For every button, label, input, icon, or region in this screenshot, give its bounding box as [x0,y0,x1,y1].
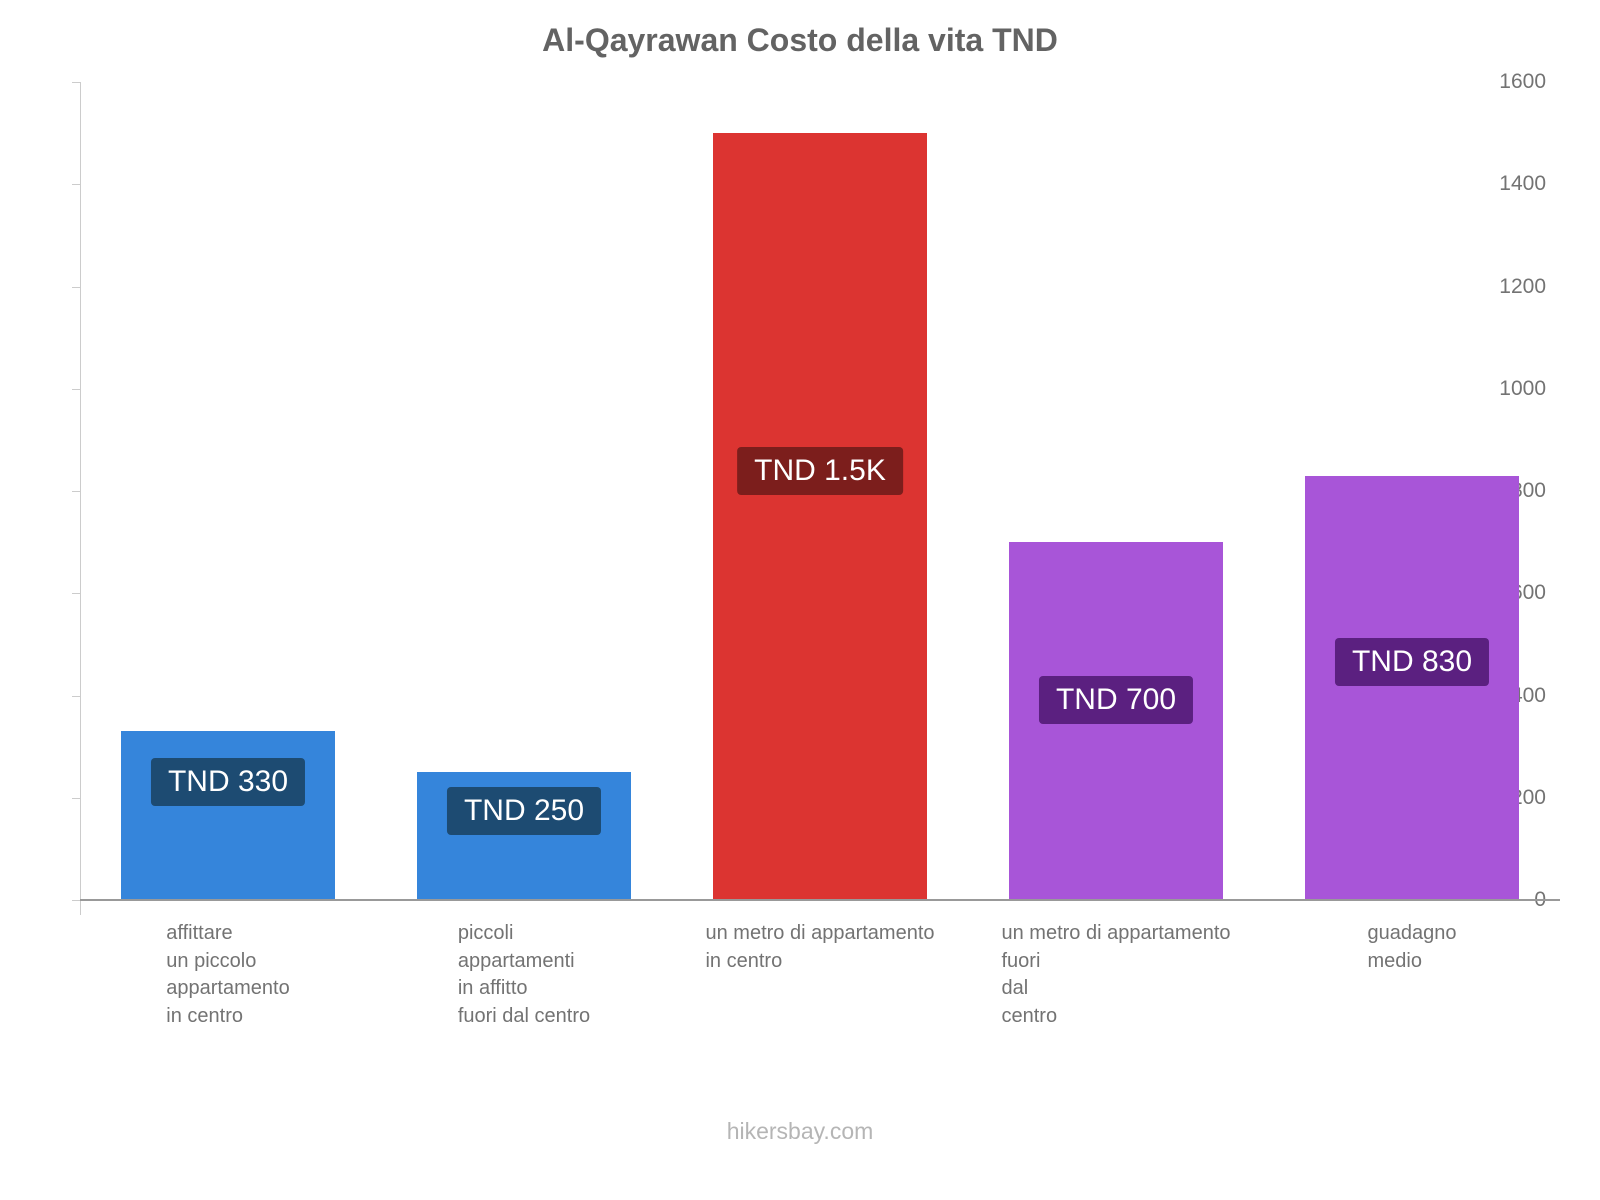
bar-slot: TND 330 [80,82,376,900]
y-tick-mark [72,900,80,901]
y-tick-label: 800 [1510,479,1546,502]
category-slot: guadagno medio [1264,920,1560,1030]
bar-value-label: TND 250 [446,786,602,835]
y-tick-label: 1000 [1499,376,1546,400]
bar-3[interactable]: TND 1.5K [713,133,927,900]
bar-value-label: TND 1.5K [737,446,903,495]
y-tick-mark [72,286,80,288]
bar-slot: TND 1.5K [672,82,968,900]
category-label: piccoli appartamenti in affitto fuori dal c… [457,922,591,1027]
bars-container: TND 330 TND 250 TND 1.5K TND 700 TND 830 [80,82,1560,900]
y-tick-mark [72,184,80,186]
bar-slot: TND 250 [376,82,672,900]
plot-area: 02004006008001000120014001600 TND 330TND… [72,70,1560,915]
bar-value-label: TND 700 [1038,675,1194,724]
y-tick-label: 1400 [1499,172,1546,196]
watermark: hikersbay.com [726,1118,874,1144]
y-tick-mark [72,695,80,697]
y-tick-mark [72,491,80,492]
category-slot: affittare un piccolo appartamento in centro [80,920,376,1030]
bar-value-label: TND 330 [150,757,306,806]
bar-2[interactable]: TND 250 [417,772,631,900]
y-tick-label: 1200 [1499,274,1546,298]
category-slot: un metro di appartamento in centro [672,920,968,1030]
category-label: un metro di appartamento in centro [705,922,935,972]
y-tick-mark [72,797,80,799]
category-slot: piccoli appartamenti in affitto fuori dal c… [376,920,672,1030]
bar-slot: TND 830 [1264,82,1560,900]
y-tick-label: 1600 [1499,70,1546,93]
y-tick-label: 400 [1510,683,1546,707]
category-slot: un metro di appartamento fuori dal centro [968,920,1264,1030]
bar-5[interactable]: TND 830 [1305,475,1519,900]
x-axis-category-labels: affittare un piccolo appartamento in centro… [80,920,1560,1030]
y-tick-label: 200 [1510,785,1546,809]
y-tick-mark [72,388,80,390]
category-label: guadagno medio [1367,922,1457,972]
x-axis-line [80,899,1560,901]
y-tick-mark [72,593,80,595]
y-tick-label: 600 [1510,581,1546,605]
category-label: un metro di appartamento fuori dal centro [1001,922,1231,1027]
chart-title: Al-Qayrawan Costo della vita TND [542,22,1058,58]
bar-slot: TND 700 [968,82,1264,900]
bar-4[interactable]: TND 700 [1009,542,1223,900]
category-label: affittare un piccolo appartamento in centro [166,922,290,1027]
bar-1[interactable]: TND 330 [121,731,335,900]
bar-value-label: TND 830 [1334,638,1490,687]
y-axis-line [80,82,81,915]
y-tick-mark [72,82,80,83]
